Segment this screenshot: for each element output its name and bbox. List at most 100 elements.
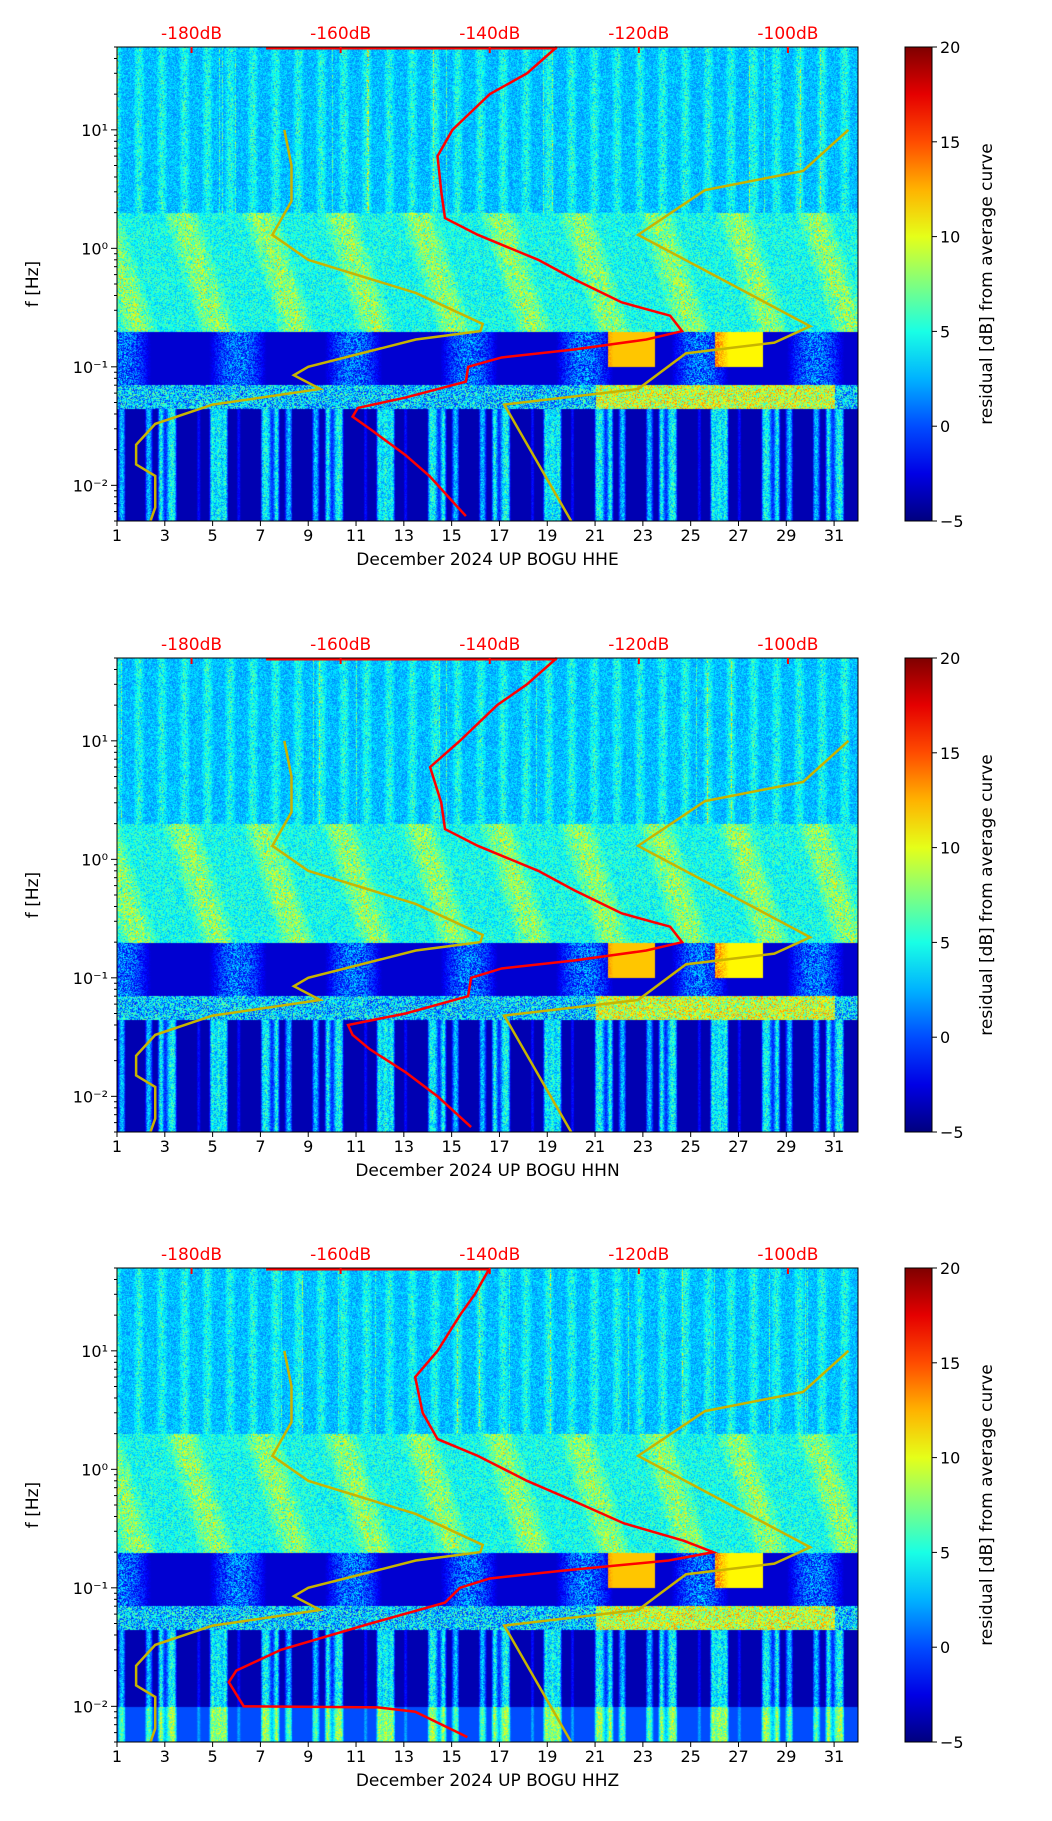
- x-tick-label: 1: [112, 1747, 122, 1766]
- x-tick-label: 11: [346, 1137, 366, 1156]
- colorbar-tick-label: 0: [940, 1638, 950, 1657]
- x-tick-label: 13: [394, 1137, 414, 1156]
- y-tick-label: 10¹: [81, 121, 108, 140]
- x-tick-label: 9: [303, 1137, 313, 1156]
- colorbar-label: residual [dB] from average curve: [977, 143, 997, 424]
- x-tick-label: 3: [160, 526, 170, 545]
- colorbar-tick-label: −5: [940, 512, 964, 531]
- x-tick-label: 3: [160, 1137, 170, 1156]
- colorbar-tick-label: 10: [940, 839, 960, 858]
- x-tick-label: 25: [680, 1747, 700, 1766]
- top-db-label: -160dB: [310, 635, 371, 655]
- x-tick-label: 17: [489, 526, 509, 545]
- spectrogram-heatmap: [117, 1268, 858, 1742]
- colorbar-label: residual [dB] from average curve: [977, 1364, 997, 1645]
- y-tick-label: 10⁰: [81, 1460, 108, 1479]
- yellow-curve-1: [502, 739, 850, 1133]
- x-tick-label: 31: [824, 526, 844, 545]
- y-tick-label: 10⁻²: [73, 1087, 108, 1106]
- x-tick-label: 27: [728, 526, 748, 545]
- x-tick-label: 13: [394, 526, 414, 545]
- colorbar-tick-label: 0: [940, 417, 950, 436]
- x-tick-label: 27: [728, 1747, 748, 1766]
- x-tick-label: 15: [441, 1747, 461, 1766]
- x-tick-label: 17: [489, 1137, 509, 1156]
- colorbar-tick-label: 20: [940, 1259, 960, 1278]
- colorbar-tick-label: −5: [940, 1733, 964, 1752]
- colorbar-tick-label: 5: [940, 1543, 950, 1562]
- top-db-label: -140dB: [459, 1245, 520, 1265]
- x-tick-label: 5: [208, 526, 218, 545]
- x-axis-label: December 2024 UP BOGU HHE: [356, 550, 618, 570]
- x-tick-label: 25: [680, 1137, 700, 1156]
- x-tick-label: 17: [489, 1747, 509, 1766]
- y-axis-label: f [Hz]: [23, 1482, 43, 1528]
- top-db-label: -180dB: [161, 1245, 222, 1265]
- colorbar: [904, 1267, 933, 1743]
- colorbar-tick-label: 10: [940, 1449, 960, 1468]
- red-average-curve: [227, 1267, 718, 1739]
- x-tick-label: 23: [633, 1747, 653, 1766]
- x-tick-label: 7: [255, 1747, 265, 1766]
- x-tick-label: 11: [346, 526, 366, 545]
- y-tick-label: 10⁻²: [73, 1697, 108, 1716]
- yellow-curve-0: [134, 129, 485, 522]
- colorbar-tick-label: 5: [940, 933, 950, 952]
- top-db-label: -100dB: [757, 635, 818, 655]
- x-tick-label: 29: [776, 1137, 796, 1156]
- x-tick-label: 15: [441, 526, 461, 545]
- x-tick-label: 5: [208, 1747, 218, 1766]
- colorbar-tick-label: 15: [940, 1354, 960, 1373]
- x-tick-label: 25: [680, 526, 700, 545]
- spectrogram-panel-hhe: 1 3 5 7 9 11 13 15 17 19 21 23 25 27 29 31 December 2024…: [0, 0, 1052, 600]
- colorbar-label: residual [dB] from average curve: [977, 754, 997, 1035]
- top-db-label: -120dB: [608, 24, 669, 44]
- plot-frame: [116, 1267, 859, 1743]
- x-tick-label: 7: [255, 526, 265, 545]
- y-tick-label: 10⁻¹: [73, 1579, 108, 1598]
- x-tick-label: 11: [346, 1747, 366, 1766]
- top-db-label: -160dB: [310, 24, 371, 44]
- plot-frame: [116, 657, 859, 1133]
- colorbar-tick-label: 20: [940, 649, 960, 668]
- x-tick-label: 19: [537, 526, 557, 545]
- x-tick-label: 3: [160, 1747, 170, 1766]
- spectrogram-heatmap: [117, 47, 858, 521]
- yellow-curve-1: [502, 1349, 850, 1743]
- colorbar-tick-label: 0: [940, 1028, 950, 1047]
- top-db-label: -100dB: [757, 24, 818, 44]
- x-tick-label: 19: [537, 1747, 557, 1766]
- spectrogram-panel-hhz: 1 3 5 7 9 11 13 15 17 19 21 23 25 27 29 31 December 2024…: [0, 1221, 1052, 1821]
- x-tick-label: 13: [394, 1747, 414, 1766]
- y-tick-label: 10⁻²: [73, 476, 108, 495]
- y-tick-label: 10⁰: [81, 850, 108, 869]
- x-tick-label: 1: [112, 1137, 122, 1156]
- colorbar-tick-label: 15: [940, 744, 960, 763]
- yellow-curve-1: [502, 128, 850, 522]
- spectrogram-heatmap: [117, 658, 858, 1132]
- red-average-curve: [350, 46, 685, 517]
- colorbar-tick-label: −5: [940, 1123, 964, 1142]
- top-db-label: -140dB: [459, 24, 520, 44]
- y-axis-label: f [Hz]: [23, 872, 43, 918]
- x-tick-label: 21: [585, 526, 605, 545]
- top-db-label: -180dB: [161, 24, 222, 44]
- x-tick-label: 21: [585, 1747, 605, 1766]
- top-db-label: -160dB: [310, 1245, 371, 1265]
- top-db-label: -140dB: [459, 635, 520, 655]
- x-tick-label: 7: [255, 1137, 265, 1156]
- x-tick-label: 31: [824, 1137, 844, 1156]
- colorbar: [904, 46, 933, 522]
- y-tick-label: 10⁻¹: [73, 358, 108, 377]
- x-axis-label: December 2024 UP BOGU HHN: [355, 1161, 619, 1181]
- y-axis-label: f [Hz]: [23, 261, 43, 307]
- colorbar-tick-label: 10: [940, 228, 960, 247]
- top-db-label: -120dB: [608, 1245, 669, 1265]
- colorbar-tick-label: 5: [940, 322, 950, 341]
- colorbar: [904, 657, 933, 1133]
- y-tick-label: 10¹: [81, 1342, 108, 1361]
- top-db-label: -100dB: [757, 1245, 818, 1265]
